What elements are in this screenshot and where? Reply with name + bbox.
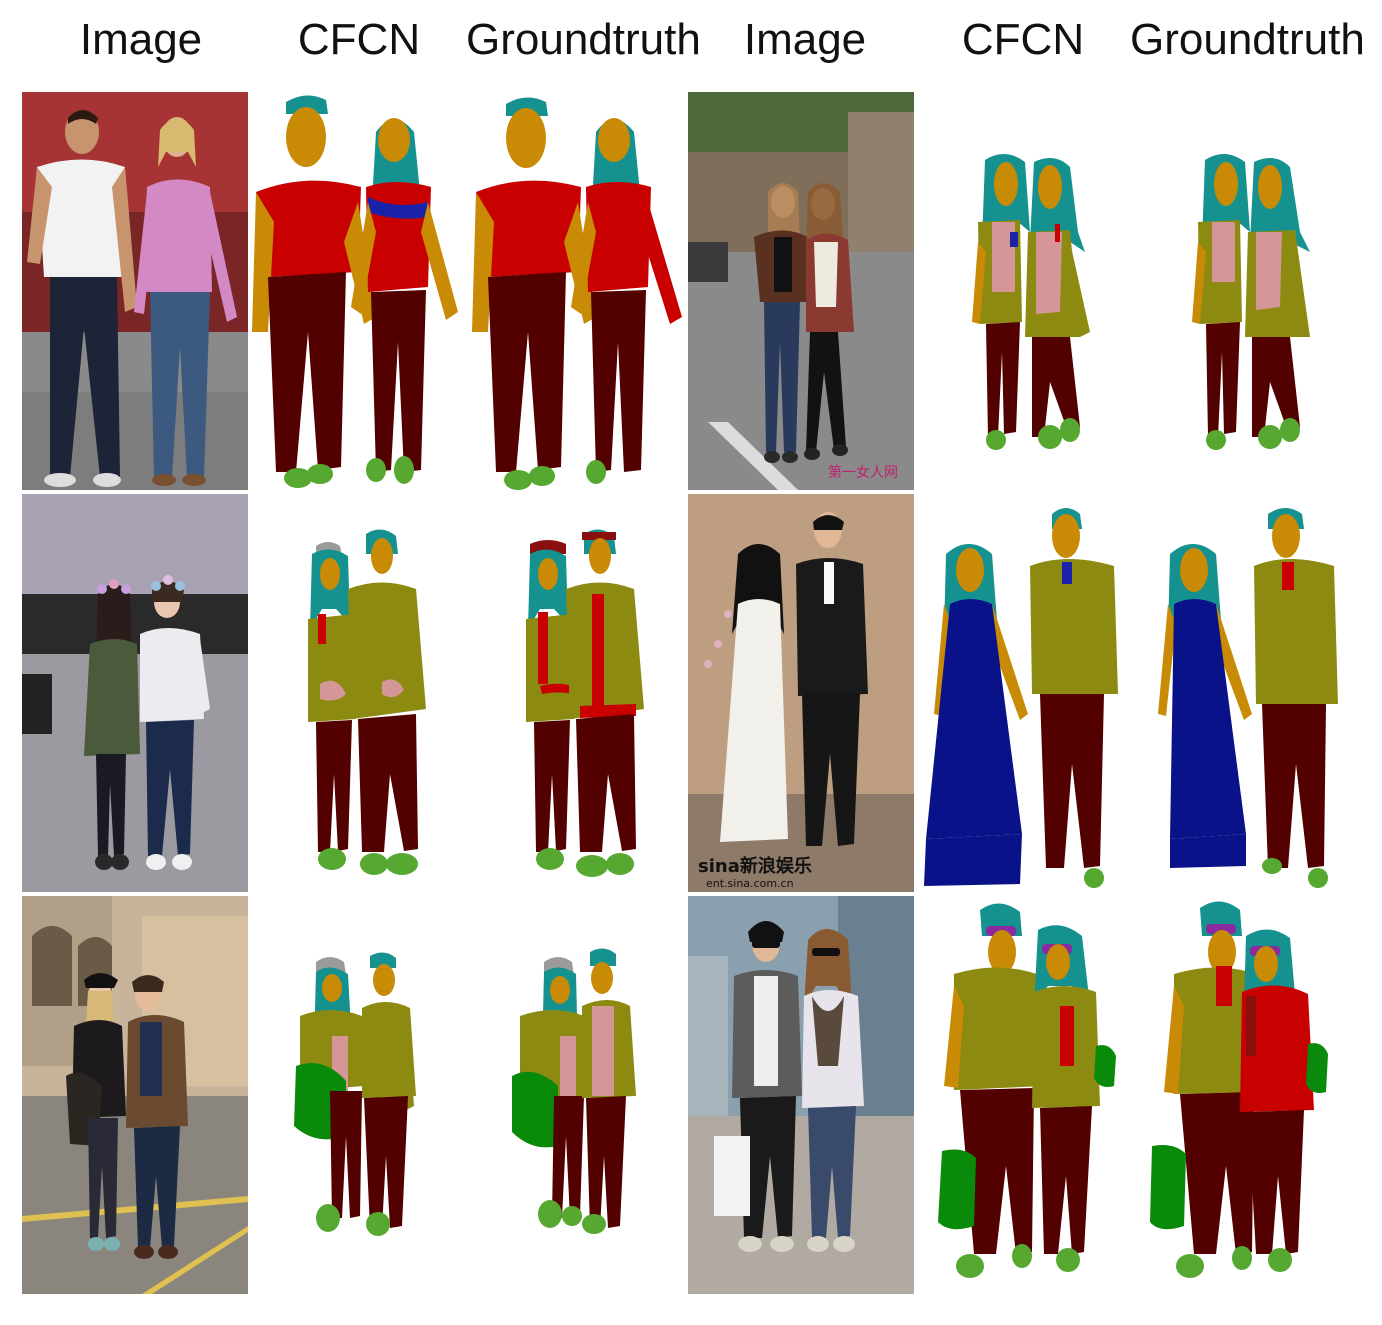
header-image-left: Image	[79, 15, 203, 64]
header-groundtruth-right: Groundtruth	[1130, 15, 1365, 64]
segmentation-groundtruth-row1-right	[1130, 92, 1356, 490]
segmentation-groundtruth-row2-left	[504, 494, 730, 892]
watermark-sina: sina新浪娱乐	[698, 855, 812, 877]
segmentation-groundtruth-row3-left	[504, 896, 730, 1294]
header-image-right: Image	[743, 15, 867, 64]
segmentation-cfcn-row3-right	[924, 896, 1150, 1294]
photo-row2-left	[22, 494, 248, 892]
segmentation-cfcn-row2-left	[286, 494, 512, 892]
header-cfcn-left: CFCN	[297, 15, 421, 64]
photo-row3-left	[22, 896, 248, 1294]
photo-row1-right: 第一女人网	[688, 92, 914, 490]
photo-row1-left	[22, 92, 248, 490]
segmentation-groundtruth-row1-left	[466, 92, 692, 490]
watermark-sina-url: ent.sina.com.cn	[706, 877, 794, 890]
segmentation-cfcn-row1-right	[910, 92, 1136, 490]
segmentation-groundtruth-row2-right	[1148, 494, 1374, 892]
segmentation-cfcn-row3-left	[286, 896, 512, 1294]
segmentation-cfcn-row1-left	[246, 92, 472, 490]
photo-row3-right	[688, 896, 914, 1294]
segmentation-groundtruth-row3-right	[1148, 896, 1374, 1294]
segmentation-cfcn-row2-right	[924, 494, 1150, 892]
watermark-nvren: 第一女人网	[828, 464, 898, 481]
photo-row2-right: sina新浪娱乐 ent.sina.com.cn	[688, 494, 914, 892]
header-cfcn-right: CFCN	[961, 15, 1085, 64]
header-groundtruth-left: Groundtruth	[466, 15, 701, 64]
